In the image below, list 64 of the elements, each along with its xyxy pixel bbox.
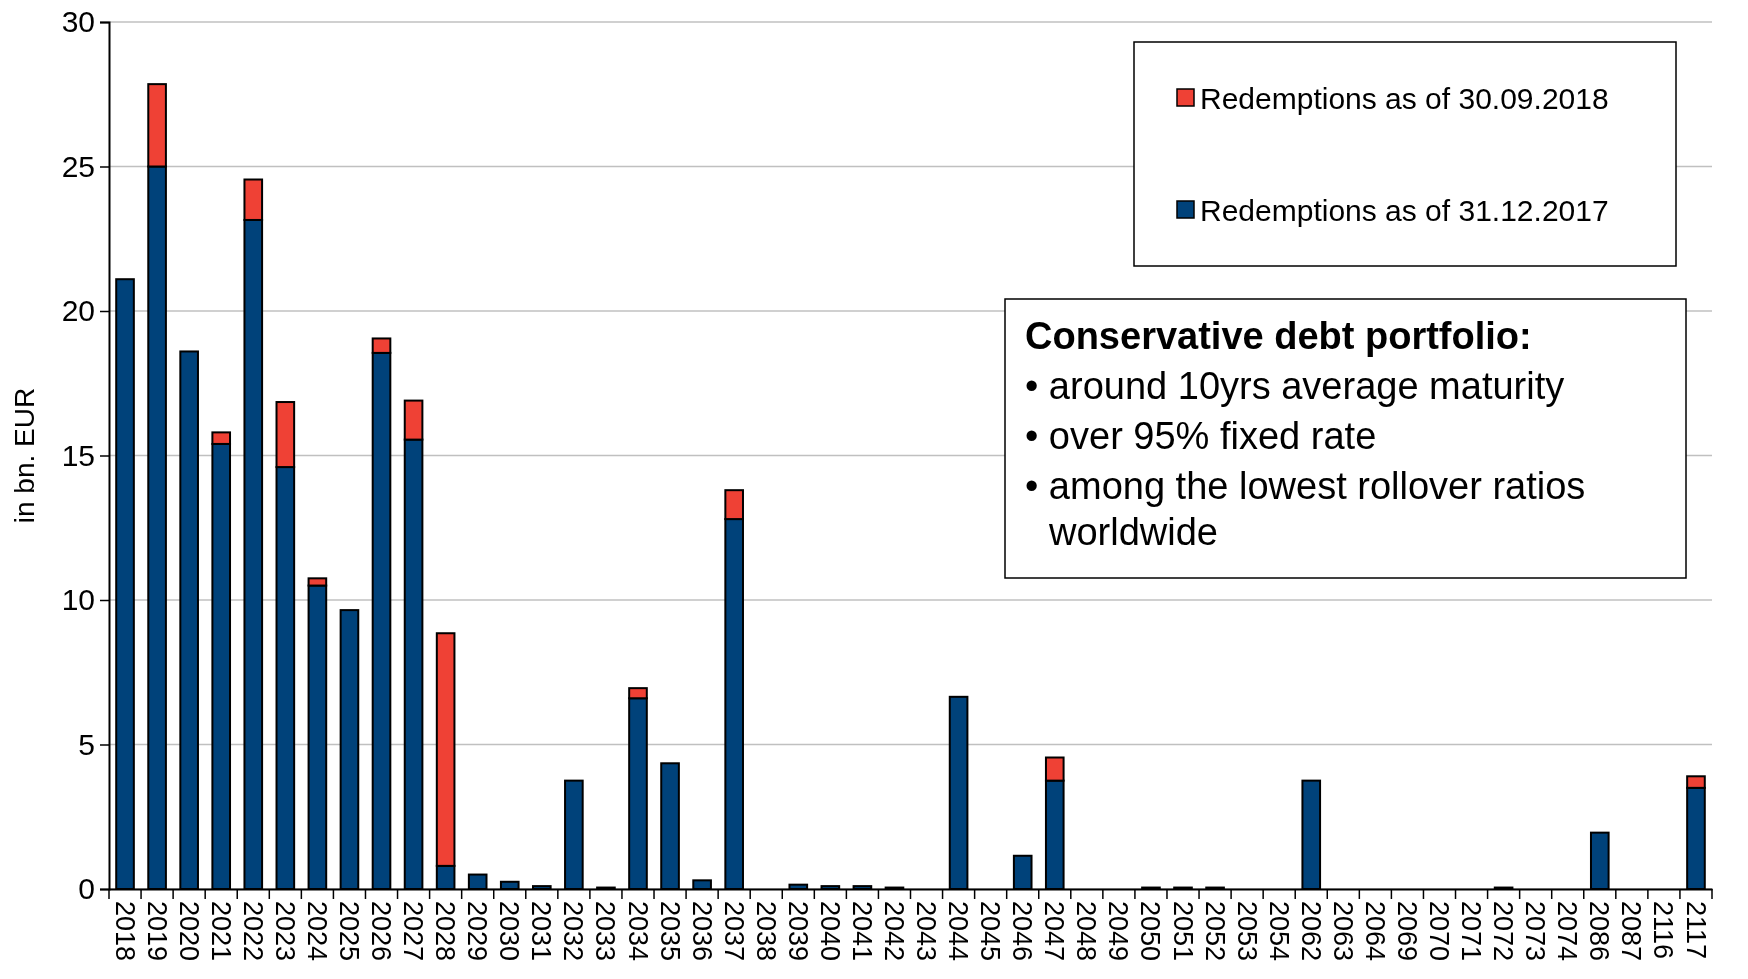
x-tick-label: 2035 [654, 901, 685, 962]
x-tick-label: 2050 [1135, 901, 1166, 962]
x-tick-label: 2031 [526, 901, 557, 962]
x-tick-label: 2029 [462, 901, 493, 962]
x-tick-label: 2042 [879, 901, 910, 962]
x-tick-label: 2034 [622, 901, 653, 962]
y-tick-label: 25 [61, 149, 95, 183]
x-tick-label: 2046 [1007, 901, 1038, 962]
x-tick-label: 2018 [109, 901, 140, 962]
x-tick-label: 2064 [1359, 901, 1390, 962]
x-tick-label: 2027 [398, 901, 429, 962]
x-tick-label: 2062 [1295, 901, 1326, 962]
x-tick-label: 2038 [750, 901, 781, 962]
x-tick-label: 2049 [1103, 901, 1134, 962]
x-tick-label: 2047 [1039, 901, 1070, 962]
x-tick-label: 2070 [1424, 901, 1455, 962]
x-tick-label: 2028 [430, 901, 461, 962]
x-tick-label: 2023 [269, 901, 300, 962]
x-tick-label: 2037 [718, 901, 749, 962]
x-tick-label: 2033 [590, 901, 621, 962]
x-tick-label: 2054 [1263, 901, 1294, 962]
x-tick-label: 2052 [1199, 901, 1230, 962]
x-tick-label: 2022 [237, 901, 268, 962]
x-tick-label: 2074 [1552, 901, 1583, 962]
legend-label: Redemptions as of 30.09.2018 [1200, 81, 1609, 115]
x-tick-label: 2021 [205, 901, 236, 962]
y-axis-title: in bn. EUR [9, 387, 40, 524]
x-tick-label: 2069 [1391, 901, 1422, 962]
legend-label: Redemptions as of 31.12.2017 [1200, 193, 1609, 227]
x-tick-label: 2030 [494, 901, 525, 962]
y-tick-label: 5 [78, 727, 95, 761]
x-tick-label: 2019 [141, 901, 172, 962]
x-tick-label: 2063 [1327, 901, 1358, 962]
x-tick-label: 2036 [686, 901, 717, 962]
x-tick-label: 2041 [846, 901, 877, 962]
x-tick-label: 2025 [334, 901, 364, 962]
annotation: Conservative debt portfolio: [1025, 315, 1532, 357]
y-tick-label: 15 [61, 438, 95, 472]
x-tick-label: 2116 [1648, 901, 1679, 960]
x-tick-label: 2026 [366, 901, 397, 962]
x-tick-label: 2073 [1520, 901, 1551, 962]
x-tick-label: 2032 [558, 901, 589, 962]
x-tick-label: 2048 [1071, 901, 1102, 962]
x-tick-label: 2053 [1231, 901, 1262, 962]
x-tick-label: 2072 [1488, 901, 1519, 962]
x-tick-label: 2043 [911, 901, 942, 962]
x-tick-label: 2024 [301, 901, 332, 962]
x-tick-label: 2086 [1584, 901, 1615, 962]
x-tick-label: 2020 [173, 901, 204, 962]
x-tick-label: 2040 [814, 901, 845, 962]
x-tick-label: 2117 [1680, 901, 1711, 960]
annotation: • around 10yrs average maturity [1025, 365, 1565, 407]
y-tick-label: 20 [61, 294, 95, 328]
x-tick-label: 2087 [1616, 901, 1647, 962]
y-tick-label: 10 [61, 583, 95, 617]
y-tick-label: 0 [78, 872, 95, 906]
annotation: • over 95% fixed rate [1025, 415, 1377, 457]
x-tick-label: 2039 [782, 901, 813, 962]
y-tick-label: 30 [61, 5, 95, 39]
x-tick-label: 2051 [1167, 901, 1198, 962]
x-tick-label: 2044 [943, 901, 974, 962]
x-tick-label: 2071 [1456, 901, 1487, 962]
x-tick-label: 2045 [975, 901, 1006, 962]
annotation: • among the lowest rollover ratios worldwide [1025, 465, 1586, 553]
